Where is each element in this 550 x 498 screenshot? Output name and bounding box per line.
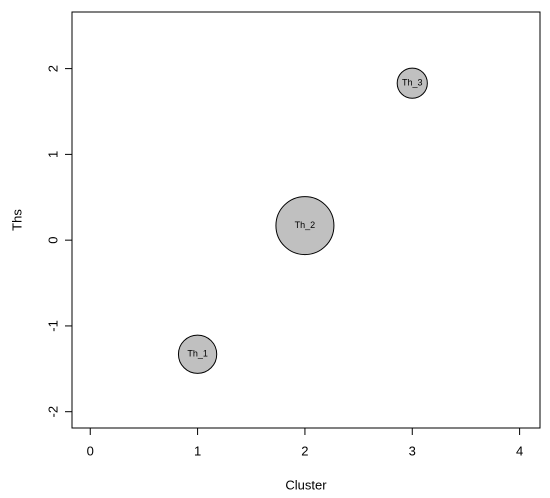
bubble-label: Th_2 — [295, 220, 316, 230]
x-tick-label: 0 — [87, 443, 94, 458]
y-tick-label: 2 — [45, 65, 60, 72]
y-tick-label: -1 — [45, 320, 60, 332]
y-tick-label: 0 — [45, 237, 60, 244]
bubble-label: Th_1 — [187, 349, 208, 359]
x-tick-label: 2 — [301, 443, 308, 458]
x-tick-label: 4 — [516, 443, 523, 458]
y-tick-label: 1 — [45, 151, 60, 158]
y-axis-label: Ths — [9, 209, 24, 231]
bubble — [396, 67, 428, 99]
bubble-label: Th_3 — [402, 78, 423, 88]
x-tick-label: 3 — [409, 443, 416, 458]
y-tick-label: -2 — [45, 406, 60, 418]
bubble — [275, 196, 335, 256]
bubble — [177, 334, 218, 374]
x-axis-label: Cluster — [285, 477, 327, 492]
x-tick-label: 1 — [194, 443, 201, 458]
